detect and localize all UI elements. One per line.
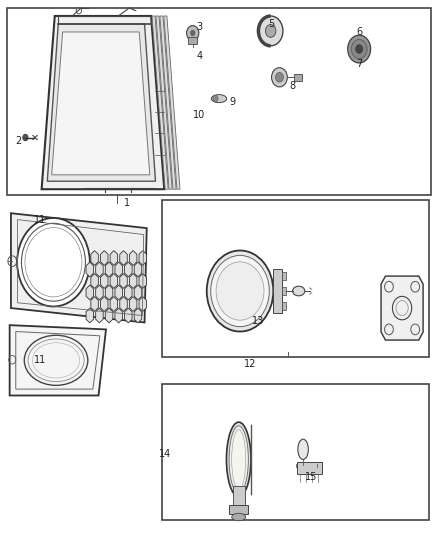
Ellipse shape	[229, 426, 248, 493]
Circle shape	[207, 251, 273, 332]
Polygon shape	[100, 273, 108, 288]
Circle shape	[23, 134, 28, 141]
Polygon shape	[105, 262, 113, 277]
Polygon shape	[156, 16, 172, 189]
Text: 14: 14	[159, 449, 172, 459]
Polygon shape	[134, 285, 142, 300]
Polygon shape	[95, 262, 103, 277]
Text: 8: 8	[290, 82, 296, 91]
Polygon shape	[42, 16, 164, 189]
Polygon shape	[95, 285, 103, 300]
Circle shape	[17, 218, 90, 306]
Circle shape	[211, 255, 269, 327]
Polygon shape	[134, 262, 142, 277]
Text: 15: 15	[305, 472, 317, 482]
Polygon shape	[91, 273, 99, 288]
Polygon shape	[120, 251, 127, 265]
Ellipse shape	[211, 95, 227, 102]
Text: 12: 12	[244, 359, 256, 368]
FancyBboxPatch shape	[233, 486, 245, 507]
Polygon shape	[86, 262, 94, 277]
Circle shape	[187, 26, 199, 41]
Circle shape	[258, 16, 283, 46]
Polygon shape	[120, 297, 127, 311]
Polygon shape	[10, 325, 106, 395]
Polygon shape	[11, 213, 147, 322]
Polygon shape	[115, 308, 123, 323]
FancyBboxPatch shape	[273, 269, 282, 313]
Bar	[162, 200, 429, 357]
Text: 10: 10	[193, 110, 205, 119]
FancyBboxPatch shape	[188, 37, 197, 44]
Text: 4: 4	[196, 51, 202, 61]
Polygon shape	[160, 16, 176, 189]
Bar	[7, 8, 431, 195]
Polygon shape	[115, 285, 123, 300]
Polygon shape	[381, 276, 423, 340]
Text: 11: 11	[34, 215, 46, 224]
Text: 13: 13	[252, 316, 265, 326]
Polygon shape	[110, 297, 118, 311]
Ellipse shape	[298, 439, 308, 459]
Polygon shape	[139, 273, 147, 288]
Ellipse shape	[232, 513, 246, 521]
Text: 5: 5	[268, 19, 275, 29]
Polygon shape	[91, 297, 99, 311]
Polygon shape	[105, 285, 113, 300]
Text: 9: 9	[229, 98, 235, 107]
Polygon shape	[124, 262, 132, 277]
Circle shape	[348, 35, 371, 63]
Text: 3: 3	[196, 22, 202, 31]
Circle shape	[216, 262, 264, 320]
Circle shape	[355, 44, 363, 54]
Polygon shape	[129, 297, 137, 311]
FancyBboxPatch shape	[282, 302, 286, 310]
Polygon shape	[47, 24, 155, 181]
Text: 1: 1	[124, 198, 130, 207]
Circle shape	[276, 72, 283, 82]
Polygon shape	[139, 297, 147, 311]
Text: 11: 11	[34, 355, 46, 365]
FancyBboxPatch shape	[282, 287, 286, 295]
Text: 7: 7	[356, 59, 362, 69]
Circle shape	[213, 95, 218, 102]
Polygon shape	[129, 273, 137, 288]
Text: 6: 6	[356, 27, 362, 37]
Bar	[162, 384, 429, 520]
FancyBboxPatch shape	[229, 505, 248, 514]
Ellipse shape	[232, 430, 246, 489]
Polygon shape	[124, 308, 132, 323]
Polygon shape	[124, 285, 132, 300]
Polygon shape	[129, 251, 137, 265]
Circle shape	[265, 25, 276, 37]
Polygon shape	[164, 16, 180, 189]
FancyBboxPatch shape	[294, 74, 302, 81]
Polygon shape	[134, 308, 142, 323]
Polygon shape	[139, 251, 147, 265]
Polygon shape	[100, 297, 108, 311]
Polygon shape	[91, 251, 99, 265]
Polygon shape	[110, 273, 118, 288]
Polygon shape	[115, 262, 123, 277]
Polygon shape	[95, 308, 103, 323]
Polygon shape	[105, 308, 113, 323]
Polygon shape	[110, 251, 118, 265]
Ellipse shape	[226, 422, 251, 497]
FancyBboxPatch shape	[297, 462, 322, 474]
FancyBboxPatch shape	[282, 272, 286, 280]
Circle shape	[190, 30, 195, 36]
Polygon shape	[100, 251, 108, 265]
Circle shape	[351, 39, 367, 59]
Circle shape	[272, 68, 287, 87]
Text: 2: 2	[15, 136, 21, 146]
Polygon shape	[86, 285, 94, 300]
Polygon shape	[152, 16, 168, 189]
Ellipse shape	[293, 286, 305, 296]
Polygon shape	[120, 273, 127, 288]
Polygon shape	[52, 32, 150, 175]
Polygon shape	[86, 308, 94, 323]
